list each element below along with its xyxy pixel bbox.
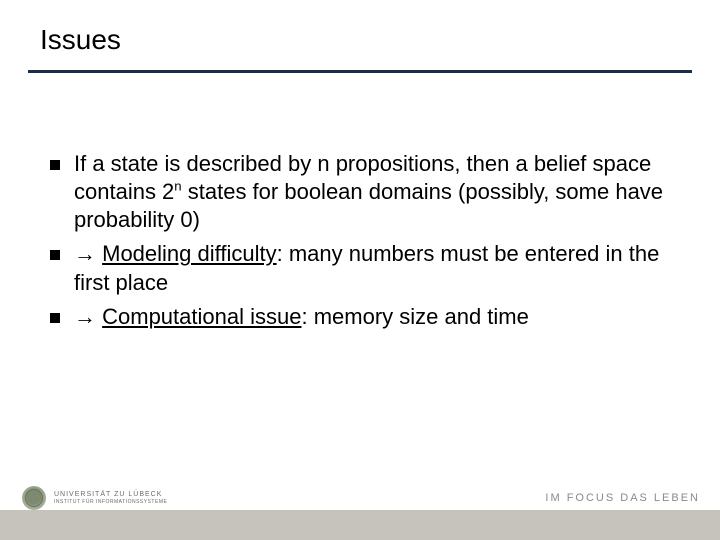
bullet-item: If a state is described by n proposition… bbox=[50, 150, 670, 234]
bullet-item: → Modeling difficulty: many numbers must… bbox=[50, 240, 670, 296]
bullet-text: → Computational issue: memory size and t… bbox=[74, 303, 670, 331]
university-text: UNIVERSITÄT ZU LÜBECK INSTITUT FÜR INFOR… bbox=[54, 491, 167, 505]
institute-name: INSTITUT FÜR INFORMATIONSSYSTEME bbox=[54, 500, 167, 505]
footer-motto: IM FOCUS DAS LEBEN bbox=[545, 492, 700, 504]
bullet-text: If a state is described by n proposition… bbox=[74, 150, 670, 234]
university-block: UNIVERSITÄT ZU LÜBECK INSTITUT FÜR INFOR… bbox=[22, 486, 167, 510]
bullet-text: → Modeling difficulty: many numbers must… bbox=[74, 240, 670, 296]
footer-bar bbox=[0, 510, 720, 540]
slide: Issues If a state is described by n prop… bbox=[0, 0, 720, 540]
bullet-item: → Computational issue: memory size and t… bbox=[50, 303, 670, 331]
arrow-icon: → bbox=[74, 304, 102, 329]
title-rule bbox=[28, 70, 692, 73]
bullet-marker-icon bbox=[50, 313, 60, 323]
slide-title: Issues bbox=[40, 24, 121, 56]
arrow-icon: → bbox=[74, 241, 102, 266]
university-seal-icon bbox=[22, 486, 46, 510]
university-name: UNIVERSITÄT ZU LÜBECK bbox=[54, 491, 167, 498]
footer-band: UNIVERSITÄT ZU LÜBECK INSTITUT FÜR INFOR… bbox=[0, 486, 720, 510]
bullet-marker-icon bbox=[50, 250, 60, 260]
bullet-marker-icon bbox=[50, 160, 60, 170]
bullet-list: If a state is described by n proposition… bbox=[50, 150, 670, 337]
